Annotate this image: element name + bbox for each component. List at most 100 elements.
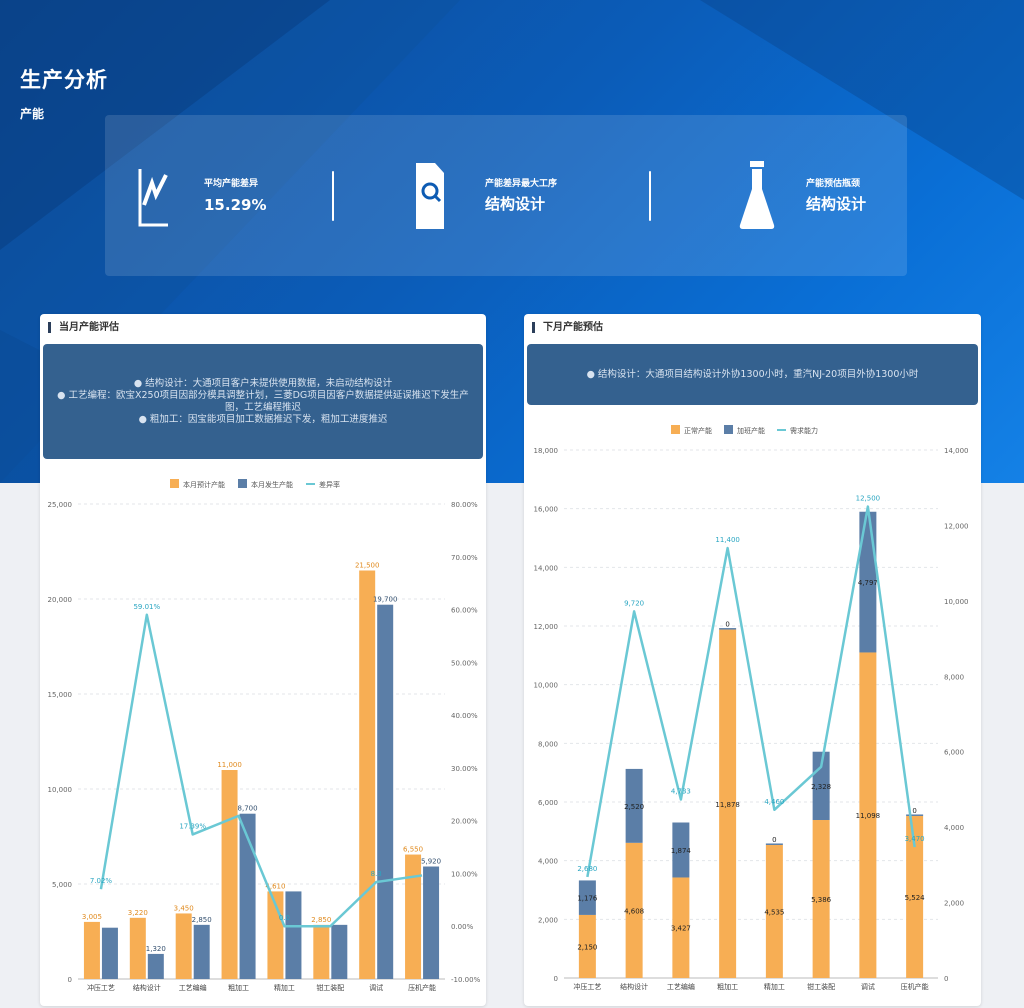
legend-swatch bbox=[671, 425, 680, 434]
card-title: 下月产能预估 bbox=[532, 322, 603, 333]
y-left-tick: 8,000 bbox=[538, 740, 558, 748]
bar-label: 4,610 bbox=[265, 882, 285, 890]
line-point-label: 0.0 bbox=[279, 914, 290, 922]
y-right-tick: 0 bbox=[944, 975, 948, 983]
bar-label: 11,098 bbox=[856, 812, 881, 820]
bar-label: 3,220 bbox=[128, 909, 148, 917]
kpi-panel: 平均产能差异 15.29% 产能差异最大工序 结构设计 产能预估瓶颈 结构设计 bbox=[105, 115, 907, 276]
x-tick-label: 结构设计 bbox=[620, 982, 648, 991]
bar-overtime bbox=[906, 814, 924, 816]
x-tick-label: 冲压工艺 bbox=[87, 983, 115, 992]
line-point-label: 17.39% bbox=[179, 822, 206, 830]
y-left-tick: 15,000 bbox=[48, 691, 73, 699]
bar-normal bbox=[812, 820, 830, 978]
bar-label: 4,535 bbox=[764, 908, 784, 916]
legend-label: 差异率 bbox=[319, 480, 340, 489]
bar-actual bbox=[423, 866, 440, 979]
kpi-label: 平均产能差异 bbox=[204, 179, 259, 189]
bar-normal bbox=[578, 914, 596, 978]
kpi-label: 产能差异最大工序 bbox=[485, 179, 558, 189]
y-left-tick: 0 bbox=[68, 976, 72, 984]
bar-label: 4,797 bbox=[858, 579, 878, 587]
y-left-tick: 5,000 bbox=[52, 881, 72, 889]
y-right-tick: 6,000 bbox=[944, 749, 964, 757]
y-right-tick: 20.00% bbox=[451, 818, 478, 826]
search-document-icon bbox=[416, 163, 444, 229]
bar-overtime bbox=[672, 822, 690, 878]
bar-label: 21,500 bbox=[355, 562, 380, 570]
page-subtitle: 产能 bbox=[20, 107, 45, 121]
bar-label: 5,386 bbox=[811, 896, 832, 904]
bar-actual bbox=[285, 891, 302, 979]
y-left-tick: 18,000 bbox=[534, 447, 559, 455]
kpi-bottleneck: 产能预估瓶颈 结构设计 bbox=[738, 115, 898, 276]
bar-label: 1,320 bbox=[146, 945, 166, 953]
bar-label: 0 bbox=[772, 836, 776, 844]
x-tick-label: 钳工装配 bbox=[316, 983, 344, 992]
bar-expected bbox=[313, 924, 330, 979]
bar-expected bbox=[129, 917, 146, 979]
bar-label: 19,700 bbox=[373, 596, 398, 604]
bar-actual bbox=[193, 924, 210, 979]
trend-chart-icon bbox=[138, 169, 168, 227]
x-tick-label: 粗加工 bbox=[717, 982, 738, 991]
note-line: ● 工艺编程：欧宝X250项目因部分模具调整计划，三菱DG项目因客户数据提供延误… bbox=[57, 389, 469, 413]
legend-label: 需求能力 bbox=[790, 426, 818, 435]
line-series bbox=[586, 505, 916, 878]
bar-label: 3,427 bbox=[671, 925, 691, 933]
x-tick-label: 调试 bbox=[369, 983, 383, 992]
line-point-label: 11,400 bbox=[715, 536, 740, 544]
current-month-card: 当月产能评估 ● 结构设计：大通项目客户未提供使用数据，未启动结构设计 ● 工艺… bbox=[40, 314, 486, 1006]
y-left-tick: 14,000 bbox=[534, 564, 559, 572]
y-right-tick: 70.00% bbox=[451, 554, 478, 562]
kpi-label: 产能预估瓶颈 bbox=[806, 179, 861, 189]
legend-label: 正常产能 bbox=[684, 426, 712, 435]
bar-label: 1,874 bbox=[671, 847, 692, 855]
bar-overtime bbox=[859, 511, 877, 653]
bar-normal bbox=[859, 652, 877, 978]
x-tick-label: 结构设计 bbox=[133, 983, 161, 992]
bar-actual bbox=[239, 813, 256, 979]
kpi-divider bbox=[332, 171, 334, 221]
line-point-label: 4,460 bbox=[764, 798, 784, 806]
y-left-tick: 2,000 bbox=[538, 916, 558, 924]
y-left-tick: 10,000 bbox=[534, 682, 559, 690]
kpi-value: 结构设计 bbox=[806, 195, 867, 213]
x-tick-label: 工艺编编 bbox=[667, 982, 695, 991]
kpi-divider bbox=[649, 171, 651, 221]
bar-label: 1,176 bbox=[577, 895, 598, 903]
line-point-label: 4,733 bbox=[671, 787, 691, 795]
y-right-tick: 0.00% bbox=[451, 923, 474, 931]
y-left-tick: 25,000 bbox=[48, 501, 73, 509]
bar-label: 0 bbox=[725, 621, 729, 629]
y-right-tick: 10,000 bbox=[944, 598, 969, 606]
legend-label: 加班产能 bbox=[737, 426, 765, 435]
bar-label: 6,550 bbox=[403, 846, 423, 854]
legend-swatch bbox=[170, 479, 179, 488]
bar-actual bbox=[101, 927, 118, 979]
x-tick-label: 冲压工艺 bbox=[573, 982, 601, 991]
bar-normal bbox=[765, 844, 783, 978]
bar-overtime bbox=[765, 843, 783, 845]
bar-actual bbox=[331, 924, 348, 979]
bar-label: 3,005 bbox=[82, 913, 102, 921]
bar-overtime bbox=[719, 628, 737, 630]
line-series bbox=[99, 613, 423, 928]
y-right-tick: 8,000 bbox=[944, 673, 964, 681]
flask-icon bbox=[739, 161, 775, 229]
y-right-tick: 14,000 bbox=[944, 447, 969, 455]
next-month-chart: 0 2,000 4,000 6,000 8,000 10,000 12,000 14,000 1… bbox=[534, 425, 969, 991]
y-left-tick: 20,000 bbox=[48, 596, 73, 604]
x-tick-label: 压机产能 bbox=[901, 982, 929, 991]
x-tick-label: 精加工 bbox=[274, 983, 295, 992]
bar-normal bbox=[906, 815, 924, 978]
x-tick-label: 钳工装配 bbox=[807, 982, 835, 991]
bar-label: 5,920 bbox=[421, 858, 441, 866]
x-tick-label: 精加工 bbox=[764, 982, 785, 991]
legend-swatch bbox=[724, 425, 733, 434]
y-right-tick: 80.00% bbox=[451, 501, 478, 509]
legend-label: 本月预计产能 bbox=[183, 480, 225, 489]
y-left-tick: 6,000 bbox=[538, 799, 558, 807]
bar-overtime bbox=[578, 880, 596, 915]
line-point-label: 12,500 bbox=[856, 495, 881, 503]
